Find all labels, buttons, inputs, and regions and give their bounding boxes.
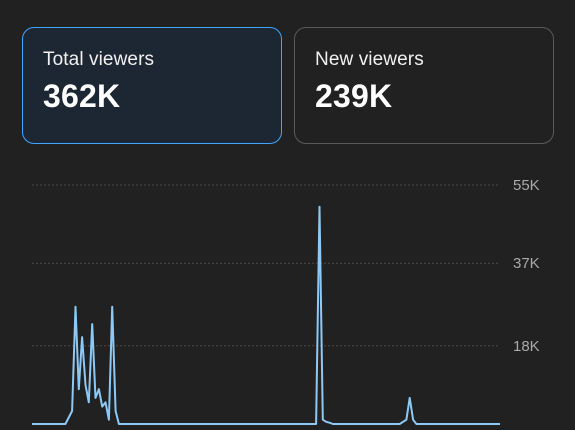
new-viewers-label: New viewers (315, 49, 424, 70)
chart-y-ticks: 55K 37K 18K (513, 177, 540, 355)
series-line-0 (32, 205, 500, 425)
total-viewers-label: Total viewers (43, 49, 155, 70)
y-tick-label: 37K (513, 255, 540, 272)
y-tick-label: 18K (513, 338, 540, 355)
total-viewers-value: 362K (43, 78, 121, 114)
chart-series (32, 205, 500, 425)
total-viewers-card[interactable]: Total viewers 362K (22, 27, 282, 144)
new-viewers-card[interactable]: New viewers 239K (294, 27, 554, 144)
new-viewers-value: 239K (315, 78, 393, 114)
y-tick-label: 55K (513, 177, 540, 194)
viewers-line-chart: 55K 37K 18K (32, 177, 540, 425)
chart-grid (32, 184, 500, 347)
